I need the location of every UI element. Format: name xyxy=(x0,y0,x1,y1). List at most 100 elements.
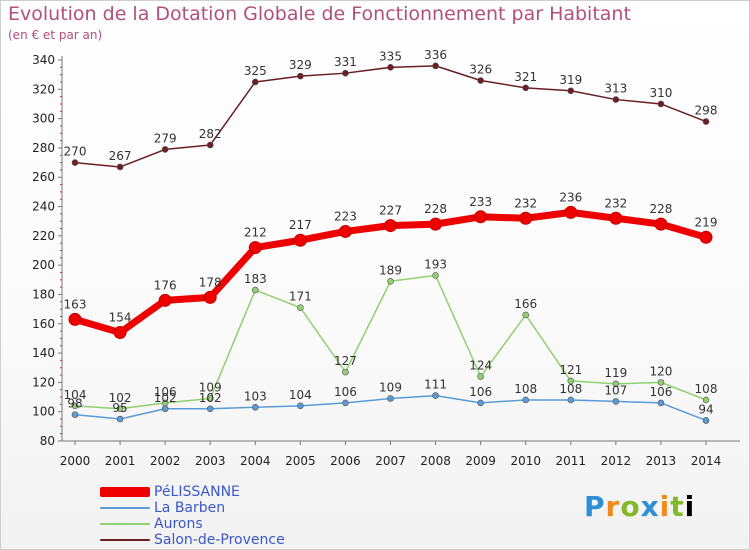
data-label-salon-de-provence: 321 xyxy=(514,70,537,84)
proxiti-logo: Proxiti xyxy=(584,490,695,523)
data-point-p-lissanne xyxy=(158,293,172,307)
logo-letter: o xyxy=(620,490,641,523)
data-label-aurons: 102 xyxy=(109,391,132,405)
data-point-p-lissanne xyxy=(384,219,397,233)
data-label-salon-de-provence: 282 xyxy=(199,127,222,141)
data-label-la-barben: 95 xyxy=(112,401,127,415)
data-label-salon-de-provence: 298 xyxy=(695,104,718,118)
data-label-aurons: 193 xyxy=(424,257,447,271)
data-point-salon-de-provence xyxy=(71,159,79,166)
data-point-aurons xyxy=(657,379,665,386)
x-tick-label: 2004 xyxy=(240,454,271,468)
data-label-aurons: 108 xyxy=(695,382,718,396)
x-tick-label: 2012 xyxy=(601,454,632,468)
data-point-la-barben xyxy=(342,399,349,407)
data-label-aurons: 120 xyxy=(649,364,672,378)
y-tick-label: 160 xyxy=(32,317,55,331)
data-label-salon-de-provence: 319 xyxy=(559,73,582,87)
legend-label-salon-de-provence: Salon-de-Provence xyxy=(154,532,285,548)
data-label-salon-de-provence: 313 xyxy=(604,82,627,96)
data-point-p-lissanne xyxy=(609,211,623,225)
data-point-aurons xyxy=(71,402,79,410)
legend-label-pelissanne: PéLISSANNE xyxy=(154,484,240,500)
y-tick-label: 320 xyxy=(32,82,55,96)
x-tick-label: 2006 xyxy=(330,454,361,468)
data-label-la-barben: 102 xyxy=(154,391,177,405)
data-label-aurons: 166 xyxy=(514,297,537,311)
y-tick-label: 240 xyxy=(32,200,55,214)
legend-label-la-barben: La Barben xyxy=(154,500,226,516)
data-point-aurons xyxy=(612,380,620,388)
x-tick-label: 2001 xyxy=(105,454,136,468)
legend-swatch-salon-de-provence xyxy=(100,539,150,541)
data-label-salon-de-provence: 336 xyxy=(424,48,447,62)
data-label-la-barben: 106 xyxy=(469,385,492,399)
data-label-p-lissanne: 176 xyxy=(154,278,177,292)
data-label-la-barben: 103 xyxy=(244,389,267,403)
data-label-salon-de-provence: 270 xyxy=(64,145,87,159)
data-point-salon-de-provence xyxy=(297,72,304,80)
data-label-p-lissanne: 154 xyxy=(109,311,132,325)
data-label-la-barben: 98 xyxy=(67,397,82,411)
data-label-aurons: 124 xyxy=(469,359,492,373)
data-point-la-barben xyxy=(297,402,304,410)
data-point-p-lissanne xyxy=(203,290,217,304)
y-tick-label: 260 xyxy=(32,170,55,184)
data-point-la-barben xyxy=(432,392,439,399)
data-label-salon-de-provence: 326 xyxy=(469,63,492,77)
data-label-la-barben: 108 xyxy=(514,382,537,396)
data-point-aurons xyxy=(477,373,484,380)
data-label-la-barben: 102 xyxy=(199,391,222,405)
logo-letter: r xyxy=(605,490,621,523)
x-tick-label: 2008 xyxy=(420,454,451,468)
y-tick-label: 220 xyxy=(32,229,55,243)
data-point-salon-de-provence xyxy=(657,100,665,108)
data-point-la-barben xyxy=(116,415,124,423)
data-point-la-barben xyxy=(251,403,259,411)
data-point-la-barben xyxy=(657,399,665,407)
chart-subtitle: (en € et par an) xyxy=(8,28,103,42)
legend-label-aurons: Aurons xyxy=(154,516,203,532)
data-label-salon-de-provence: 310 xyxy=(649,86,672,100)
data-label-p-lissanne: 232 xyxy=(514,196,537,210)
data-label-salon-de-provence: 335 xyxy=(379,49,402,63)
data-label-p-lissanne: 219 xyxy=(695,215,718,229)
data-label-aurons: 189 xyxy=(379,263,402,277)
data-label-la-barben: 104 xyxy=(289,388,312,402)
data-label-p-lissanne: 217 xyxy=(289,218,312,232)
logo-letter: P xyxy=(584,490,606,523)
data-label-la-barben: 106 xyxy=(649,385,672,399)
data-label-aurons: 121 xyxy=(559,363,582,377)
data-label-la-barben: 111 xyxy=(424,378,447,392)
data-point-salon-de-provence xyxy=(702,118,710,125)
x-tick-label: 2005 xyxy=(285,454,316,468)
y-tick-label: 120 xyxy=(32,375,55,389)
data-point-salon-de-provence xyxy=(612,96,620,103)
x-tick-label: 2000 xyxy=(60,454,91,468)
data-label-la-barben: 107 xyxy=(604,383,627,397)
legend-swatch-aurons xyxy=(100,523,150,525)
data-label-salon-de-provence: 267 xyxy=(109,149,132,163)
data-label-p-lissanne: 178 xyxy=(199,275,222,289)
data-label-la-barben: 109 xyxy=(379,381,402,395)
data-label-p-lissanne: 212 xyxy=(244,226,267,240)
data-point-la-barben xyxy=(161,405,169,413)
x-tick-label: 2010 xyxy=(510,454,541,468)
data-point-la-barben xyxy=(567,396,575,404)
data-point-p-lissanne xyxy=(293,233,307,247)
data-point-salon-de-provence xyxy=(206,141,214,149)
data-point-salon-de-provence xyxy=(342,69,349,77)
data-point-p-lissanne xyxy=(699,230,713,244)
data-point-salon-de-provence xyxy=(432,62,439,70)
x-tick-label: 2007 xyxy=(375,454,406,468)
data-point-aurons xyxy=(387,277,394,285)
data-label-la-barben: 94 xyxy=(698,402,713,416)
data-point-salon-de-provence xyxy=(251,78,259,86)
data-point-la-barben xyxy=(206,405,214,413)
data-label-p-lissanne: 228 xyxy=(649,202,672,216)
y-tick-label: 140 xyxy=(32,346,55,360)
data-label-p-lissanne: 228 xyxy=(424,202,447,216)
x-tick-label: 2014 xyxy=(691,454,722,468)
data-point-la-barben xyxy=(522,396,530,404)
